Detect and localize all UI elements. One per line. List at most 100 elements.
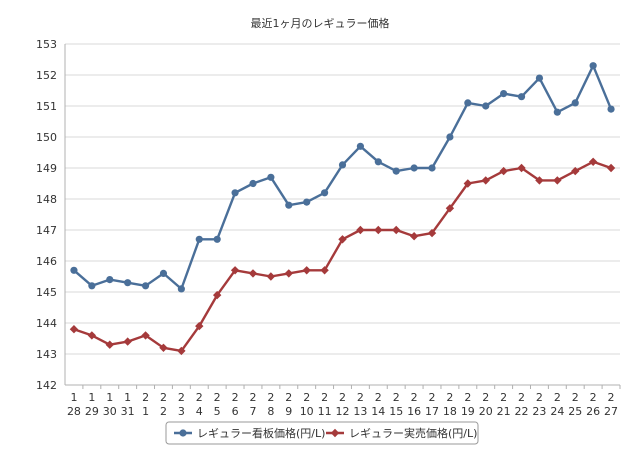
series-1-point: [88, 282, 96, 290]
series-1-point: [303, 198, 311, 206]
series-2-point: [392, 225, 401, 235]
chart-title: 最近1ヶ月のレギュラー価格: [251, 16, 390, 30]
series-1-point: [285, 201, 293, 209]
x-tick-label-month: 1: [124, 391, 131, 404]
series-2-point: [195, 321, 204, 331]
x-tick-label-day: 27: [604, 405, 618, 418]
series-2-point: [284, 269, 293, 278]
series-2-point: [517, 163, 526, 173]
series-1-point: [589, 62, 597, 70]
x-tick-label-month: 2: [608, 391, 615, 404]
series-1: [70, 62, 615, 293]
x-tick-label-day: 23: [532, 405, 546, 418]
series-2-point: [553, 176, 562, 185]
x-tick-label-month: 2: [482, 391, 489, 404]
series-2-point: [606, 163, 616, 173]
x-tick-label-month: 2: [375, 391, 382, 404]
legend-swatch-marker: [179, 429, 187, 437]
series-2-point: [87, 331, 97, 340]
series-1-point: [177, 285, 185, 293]
axes: 1421431441451461471481491501511521531281…: [36, 38, 621, 418]
x-tick-label-month: 2: [518, 391, 525, 404]
series-2-point: [266, 272, 276, 281]
series-2-point: [374, 225, 383, 235]
x-tick-label-month: 2: [249, 391, 256, 404]
x-tick-label-day: 13: [353, 405, 367, 418]
x-tick-label-day: 26: [586, 405, 600, 418]
x-tick-label-month: 2: [142, 391, 149, 404]
x-tick-label-day: 18: [443, 405, 457, 418]
x-tick-label-month: 2: [321, 391, 328, 404]
legend-label: レギュラー実売価格(円/L): [349, 426, 477, 440]
x-tick-label-day: 21: [497, 405, 511, 418]
x-tick-label-month: 2: [196, 391, 203, 404]
series-2-point: [409, 232, 419, 241]
series-1-point: [535, 74, 544, 82]
gridlines: [65, 43, 620, 386]
series-2-point: [230, 266, 240, 275]
y-tick-label: 144: [36, 317, 57, 330]
x-tick-label-month: 2: [232, 391, 239, 404]
x-tick-label-day: 10: [300, 405, 314, 418]
series-2-point: [248, 269, 258, 278]
y-tick-label: 145: [36, 286, 57, 299]
x-tick-label-day: 7: [249, 405, 256, 418]
x-tick-label-month: 2: [303, 391, 310, 404]
y-tick-label: 146: [36, 255, 57, 268]
x-tick-label-month: 2: [446, 391, 453, 404]
x-tick-label-month: 2: [357, 391, 364, 404]
series-2-point: [588, 157, 598, 166]
series-2-point: [177, 346, 186, 356]
x-tick-label-day: 28: [67, 405, 81, 418]
y-tick-label: 151: [36, 100, 57, 113]
series-1-point: [482, 102, 490, 110]
series-1-point: [410, 164, 418, 172]
series-2-point: [499, 166, 508, 176]
legend-swatch-marker: [330, 428, 340, 438]
x-tick-label-month: 2: [285, 391, 292, 404]
series-2-point: [212, 290, 222, 300]
series-1-point: [106, 276, 114, 284]
x-tick-label-month: 2: [500, 391, 507, 404]
x-tick-label-month: 2: [178, 391, 185, 404]
x-tick-label-month: 2: [411, 391, 418, 404]
x-tick-label-month: 2: [339, 391, 346, 404]
y-tick-label: 142: [36, 379, 57, 392]
x-tick-label-month: 2: [429, 391, 436, 404]
y-tick-label: 147: [36, 224, 57, 237]
series-group: [69, 62, 616, 356]
series-1-point: [141, 282, 150, 290]
x-tick-label-day: 3: [178, 405, 185, 418]
series-1-point: [338, 161, 347, 169]
series-1-point: [356, 142, 365, 150]
x-tick-label-month: 2: [214, 391, 221, 404]
series-2-point: [105, 340, 114, 349]
series-1-point: [517, 93, 526, 101]
legend-label: レギュラー看板価格(円/L): [197, 426, 325, 440]
x-tick-label-month: 2: [464, 391, 471, 404]
series-2-point: [535, 176, 544, 185]
series-2-point: [159, 343, 168, 352]
x-tick-label-day: 29: [85, 405, 99, 418]
x-tick-label-day: 15: [389, 405, 403, 418]
x-tick-label-month: 2: [393, 391, 400, 404]
x-tick-label-day: 16: [407, 405, 421, 418]
series-1-point: [267, 173, 275, 181]
x-tick-label-day: 24: [550, 405, 564, 418]
x-tick-label-day: 6: [232, 405, 239, 418]
series-1-point: [195, 235, 203, 243]
x-tick-label-day: 9: [285, 405, 292, 418]
x-tick-label-month: 1: [70, 391, 77, 404]
series-1-point: [374, 158, 382, 166]
x-tick-label-month: 1: [106, 391, 113, 404]
series-2-point: [445, 204, 455, 213]
series-1-point: [249, 179, 257, 188]
x-tick-label-day: 8: [267, 405, 274, 418]
series-1-point: [464, 99, 472, 107]
x-tick-label-month: 2: [572, 391, 579, 404]
y-tick-label: 152: [36, 69, 57, 82]
series-2-point: [571, 166, 580, 176]
x-tick-label-day: 11: [318, 405, 332, 418]
y-tick-label: 153: [36, 38, 57, 51]
series-1-point: [446, 133, 454, 141]
